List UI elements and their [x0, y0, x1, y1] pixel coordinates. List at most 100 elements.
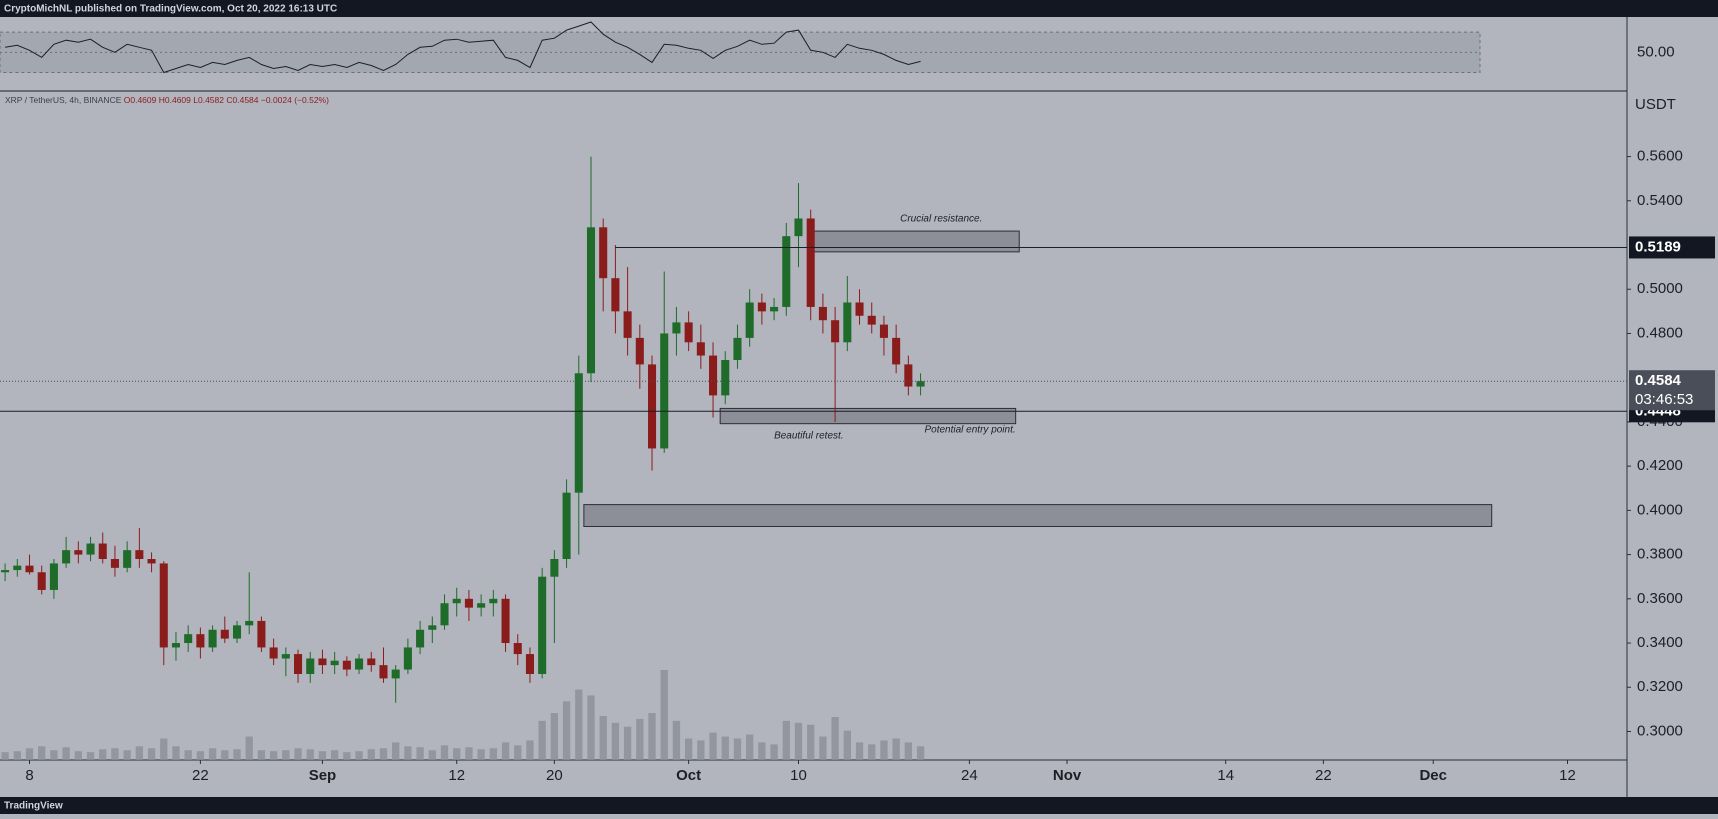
candle-body [855, 302, 864, 316]
legend: XRP / TetherUS, 4h, BINANCE O0.4609 H0.4… [5, 95, 329, 105]
candle-body [416, 629, 425, 648]
candle-body [892, 337, 901, 365]
candle-body [562, 492, 571, 560]
candle-body [245, 620, 254, 626]
candle-body [782, 236, 791, 307]
y-tick-label: 0.5400 [1637, 192, 1683, 209]
volume-bar [147, 748, 156, 760]
zone [812, 230, 1020, 253]
candle-body [306, 658, 315, 674]
y-tick-label: 0.4200 [1637, 457, 1683, 474]
candle-body [208, 629, 217, 648]
candle-body [611, 278, 620, 312]
candle-body [391, 669, 400, 679]
price-label-box [1629, 236, 1715, 259]
volume-bar [50, 750, 58, 760]
volume-bar [514, 745, 522, 760]
annotation: Crucial resistance. [900, 214, 982, 225]
volume-bar [684, 738, 693, 760]
y-tick-label: 0.3800 [1637, 546, 1683, 563]
countdown: 03:46:53 [1635, 391, 1693, 408]
candle-body [599, 227, 608, 279]
candle-body [159, 563, 168, 648]
volume-bar [306, 749, 314, 760]
volume-bar [672, 720, 681, 760]
volume-bar [343, 752, 351, 760]
volume-bar [587, 695, 595, 760]
candle-body [574, 373, 583, 493]
volume-bar [86, 752, 95, 760]
candle-body [879, 324, 888, 338]
candle-body [135, 550, 144, 560]
x-tick-label: 12 [1559, 767, 1576, 784]
ohlc: L0.4582 [193, 95, 224, 105]
candle-body [623, 311, 632, 338]
y-tick-label: 0.4800 [1637, 324, 1683, 341]
volume-bar [758, 742, 766, 760]
volume-bar [550, 713, 559, 760]
y-tick-label: 0.3200 [1637, 678, 1683, 695]
volume-bar [99, 749, 107, 760]
volume-bar [221, 750, 229, 760]
candle-body [916, 381, 925, 387]
volume-bar [404, 746, 412, 760]
zone [719, 407, 1017, 425]
footer: TradingView [4, 801, 63, 812]
volume-bar [330, 750, 339, 760]
candle-body [733, 337, 742, 360]
candle-body [37, 572, 46, 590]
volume-bar [648, 713, 656, 760]
volume-bar [611, 722, 620, 760]
last-price-box [1629, 370, 1715, 411]
volume-bar [196, 751, 205, 760]
volume-bar [282, 750, 290, 760]
volume-bar [855, 742, 864, 760]
candle-body [647, 364, 657, 449]
candle-body [147, 559, 156, 564]
volume-bar [904, 742, 913, 760]
volume-bar [733, 738, 742, 760]
volume-bar [135, 746, 144, 760]
candle-body [1, 570, 10, 573]
volume-bar [379, 748, 388, 760]
x-tick-label: 10 [790, 767, 807, 784]
candle-body [635, 337, 644, 365]
volume-bar [269, 751, 278, 760]
annotation: Potential entry point. [924, 424, 1015, 435]
volume-bar [465, 747, 473, 760]
candle-body [318, 658, 327, 666]
volume-bar [819, 736, 827, 760]
candle-body [403, 647, 412, 670]
candle-body [904, 364, 913, 387]
candle-body [428, 625, 437, 630]
y-tick-label: 0.5600 [1637, 148, 1683, 165]
price-label: 0.5189 [1635, 238, 1681, 255]
candle-body [269, 647, 278, 659]
candle-body [757, 302, 766, 312]
candle-body [171, 643, 181, 648]
candle-body [379, 665, 388, 679]
candle-body [660, 333, 669, 449]
header: CryptoMichNL published on TradingView.co… [4, 4, 337, 15]
candle-body [257, 620, 266, 648]
volume-bar [184, 750, 192, 760]
candle-body [745, 302, 754, 338]
volume-bar [636, 718, 644, 760]
volume-bar [392, 742, 400, 760]
candle-body [355, 658, 364, 670]
y-tick-label: 0.3600 [1637, 590, 1683, 607]
candle-body [709, 355, 718, 396]
y-tick-label: 0.4000 [1637, 501, 1683, 518]
volume-bar [562, 701, 571, 760]
volume-bar [294, 748, 302, 760]
volume-bar [123, 750, 131, 760]
x-tick-label: 22 [1315, 767, 1332, 784]
candle-body [794, 218, 803, 237]
x-tick-label: 12 [448, 767, 465, 784]
volume-bar [74, 751, 82, 760]
candle-body [672, 322, 681, 334]
volume-bar [111, 748, 119, 760]
symbol: XRP / TetherUS, 4h, BINANCE [5, 95, 122, 105]
